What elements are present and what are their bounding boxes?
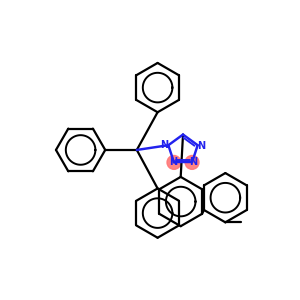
Text: N: N [160,140,169,150]
Text: N: N [169,157,177,166]
Text: N: N [189,157,197,166]
Text: N: N [197,141,206,151]
Circle shape [185,155,199,169]
Circle shape [167,155,181,169]
